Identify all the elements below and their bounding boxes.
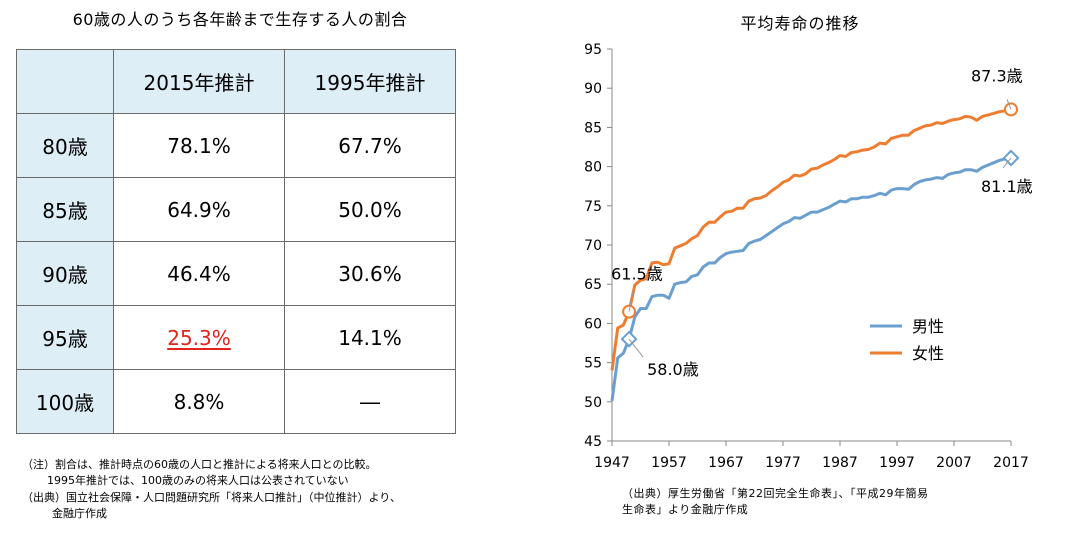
annotation-label: 58.0歳 — [647, 360, 699, 379]
series-line-male — [610, 156, 1012, 402]
x-tick-label: 1947 — [594, 455, 630, 471]
table-header-row: 2015年推計 1995年推計 — [16, 49, 456, 114]
value-1995-cell: 67.7% — [284, 113, 456, 178]
header-cell-empty — [16, 49, 114, 114]
chart-title: 平均寿命の推移 — [740, 14, 860, 33]
y-tick-label: 65 — [584, 277, 602, 293]
annotation-leader-line — [1002, 157, 1012, 169]
note-line-3: （出典）国立社会保障・人口問題研究所「将来人口推計」（中位推計）より、 — [22, 491, 401, 504]
y-tick-label: 45 — [584, 434, 602, 450]
y-tick-label: 60 — [584, 316, 602, 332]
x-tick-label: 1987 — [822, 455, 858, 471]
value-2015-cell: 64.9% — [113, 177, 285, 242]
value-1995-cell: 50.0% — [284, 177, 456, 242]
header-cell-2015: 2015年推計 — [113, 49, 285, 114]
x-tick-label: 2017 — [993, 455, 1029, 471]
value-1995-cell: ― — [284, 369, 456, 434]
x-tick-label: 1997 — [879, 455, 915, 471]
y-tick-label: 95 — [584, 42, 602, 58]
y-tick-label: 80 — [584, 160, 602, 176]
annotation-label: 87.3歳 — [971, 66, 1023, 85]
value-2015-cell: 78.1% — [113, 113, 285, 178]
table-row: 90歳 46.4% 30.6% — [16, 241, 456, 306]
y-tick-label: 85 — [584, 120, 602, 136]
header-cell-1995: 1995年推計 — [284, 49, 456, 114]
life-expectancy-chart: 45 50 55 60 65 70 75 80 85 90 95 1947 1957 1967 1977 19… — [584, 42, 1033, 471]
x-tick-label: 1957 — [651, 455, 687, 471]
table-row: 80歳 78.1% 67.7% — [16, 113, 456, 178]
x-tick-label: 1967 — [708, 455, 744, 471]
table-title: 60歳の人のうち各年齢まで生存する人の割合 — [72, 10, 408, 29]
legend-label: 女性 — [912, 344, 944, 363]
y-tick-label: 70 — [584, 238, 602, 254]
table-row: 95歳 25.3% 14.1% — [16, 305, 456, 370]
y-tick-label: 55 — [584, 356, 602, 372]
annotation-leader-line — [628, 338, 644, 358]
annotation-leader-line — [1006, 99, 1012, 110]
value-2015-cell-highlight: 25.3% — [113, 305, 285, 370]
annotation-label: 81.1歳 — [981, 177, 1033, 196]
x-tick-label: 2007 — [936, 455, 972, 471]
value-1995-cell: 14.1% — [284, 305, 456, 370]
data-point-marker — [622, 304, 637, 319]
table-row: 85歳 64.9% 50.0% — [16, 177, 456, 242]
note-line-4: 金融庁作成 — [52, 507, 107, 520]
age-cell: 90歳 — [16, 241, 114, 306]
data-point-marker — [620, 330, 638, 348]
annotation-leader-line — [628, 289, 634, 312]
value-2015-cell: 8.8% — [113, 369, 285, 434]
survival-rate-table: 2015年推計 1995年推計 80歳 78.1% 67.7% 85歳 64.9… — [16, 49, 456, 434]
y-tick-label: 50 — [584, 395, 602, 411]
y-tick-label: 75 — [584, 199, 602, 215]
series-line-female — [610, 107, 1012, 371]
source-line-1: （出典）厚生労働省「第22回完全生命表」、「平成29年簡易 — [622, 487, 929, 500]
legend-label: 男性 — [912, 317, 944, 336]
chart-annotations: 58.0歳 81.1歳 61.5歳 87.3歳 — [611, 66, 1033, 379]
note-line-1: （注）割合は、推計時点の60歳の人口と推計による将来人口との比較。 — [22, 458, 377, 471]
chart-series — [610, 107, 1012, 402]
age-cell: 85歳 — [16, 177, 114, 242]
source-line-2: 生命表」より金融庁作成 — [622, 503, 749, 516]
highlight-value: 25.3% — [167, 325, 231, 350]
age-cell: 100歳 — [16, 369, 114, 434]
note-line-2: 1995年推計では、100歳のみの将来人口は公表されていない — [47, 474, 349, 487]
age-cell: 80歳 — [16, 113, 114, 178]
annotation-label: 61.5歳 — [611, 265, 663, 284]
x-tick-label: 1977 — [765, 455, 801, 471]
chart-axes: 45 50 55 60 65 70 75 80 85 90 95 1947 1957 1967 1977 19… — [584, 42, 1029, 471]
chart-source: （出典）厚生労働省「第22回完全生命表」、「平成29年簡易 生命表」より金融庁作… — [622, 486, 929, 518]
value-2015-cell: 46.4% — [113, 241, 285, 306]
age-cell: 95歳 — [16, 305, 114, 370]
y-tick-label: 90 — [584, 81, 602, 97]
table-row: 100歳 8.8% ― — [16, 369, 456, 434]
value-1995-cell: 30.6% — [284, 241, 456, 306]
